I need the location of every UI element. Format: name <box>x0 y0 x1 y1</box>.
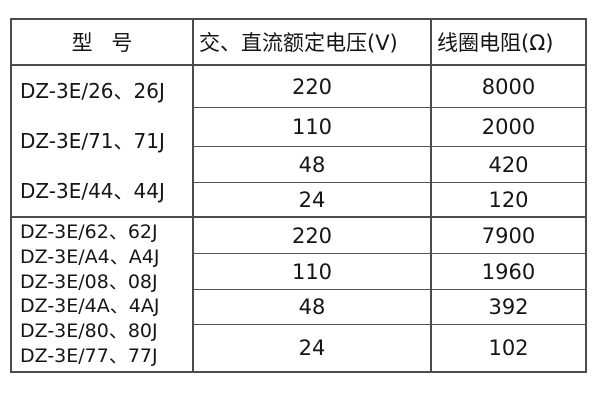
column-header-model: 型 号 <box>12 20 192 66</box>
model-label: DZ-3E/44、44J <box>20 178 165 203</box>
model-label: DZ-3E/62、62J <box>20 220 158 243</box>
model-label: DZ-3E/77、77J <box>20 345 158 368</box>
model-group-lower: DZ-3E/62、62J DZ-3E/A4、A4J DZ-3E/08、08J D… <box>12 218 192 371</box>
table-cell-voltage: 220 <box>194 218 430 254</box>
model-label: DZ-3E/71、71J <box>20 128 165 153</box>
model-label: DZ-3E/4A、4AJ <box>20 295 160 318</box>
column-header-voltage: 交、直流额定电压(V) <box>194 20 430 66</box>
table-cell-resistance: 7900 <box>432 218 585 254</box>
model-group-upper: DZ-3E/26、26J DZ-3E/71、71J DZ-3E/44、44J <box>12 66 192 218</box>
model-label: DZ-3E/08、08J <box>20 270 158 293</box>
table-cell-voltage: 220 <box>194 66 430 108</box>
resistance-column: 线圈电阻(Ω) 8000 2000 420 120 7900 1960 392 … <box>432 20 585 371</box>
table-cell-voltage: 110 <box>194 254 430 290</box>
table-cell-resistance: 1960 <box>432 254 585 290</box>
model-label: DZ-3E/A4、A4J <box>20 245 160 268</box>
table-cell-voltage: 110 <box>194 108 430 147</box>
table-cell-voltage: 24 <box>298 336 326 360</box>
specification-table: 型 号 DZ-3E/26、26J DZ-3E/71、71J DZ-3E/44、4… <box>10 18 587 373</box>
table-cell-voltage: 48 <box>194 290 430 325</box>
table-cell-resistance: 8000 <box>432 66 585 108</box>
table-cell-resistance: 102 <box>488 336 529 360</box>
table-cell-resistance: 2000 <box>432 108 585 147</box>
table-cell-voltage: 24 <box>194 183 430 218</box>
model-column: 型 号 DZ-3E/26、26J DZ-3E/71、71J DZ-3E/44、4… <box>12 20 194 371</box>
table-cell-resistance: 392 <box>432 290 585 325</box>
table-cell-resistance: 420 <box>432 147 585 183</box>
column-header-resistance: 线圈电阻(Ω) <box>432 20 585 66</box>
model-label: DZ-3E/80、80J <box>20 320 158 343</box>
table-cell-resistance: 120 <box>432 183 585 218</box>
table-cell-voltage: 48 <box>194 147 430 183</box>
model-label: DZ-3E/26、26J <box>20 78 165 103</box>
voltage-column: 交、直流额定电压(V) 220 110 48 24 220 110 48 24 <box>194 20 432 371</box>
